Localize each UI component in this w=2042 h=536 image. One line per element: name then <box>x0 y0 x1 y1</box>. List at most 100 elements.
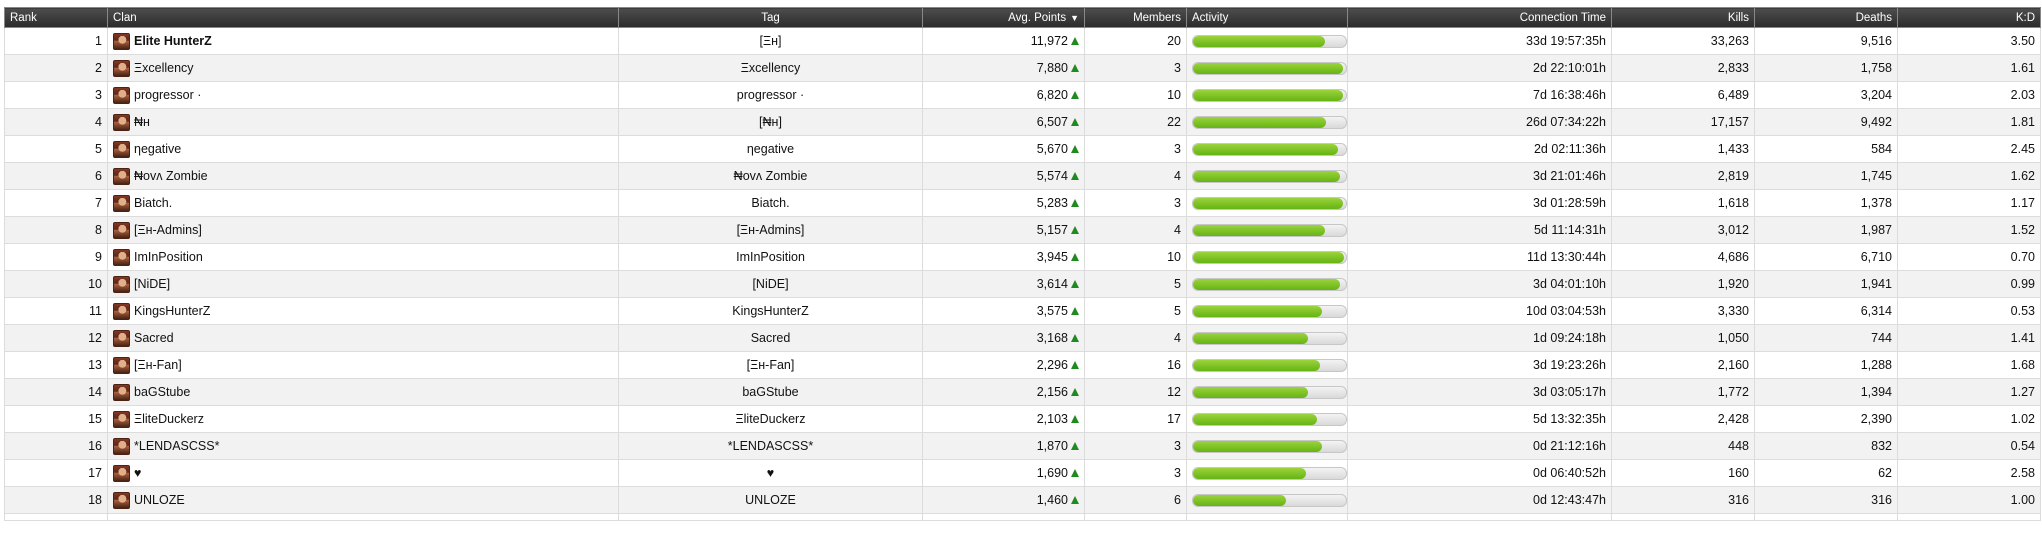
kd-cell: 0.99 <box>1897 270 2041 298</box>
connection-time-value: 3d 21:01:46h <box>1533 169 1606 183</box>
trend-up-icon <box>1071 144 1079 153</box>
kd-value: 2.45 <box>2010 142 2035 156</box>
clan-cell: ₦ovʌ Zombie <box>107 162 619 190</box>
table-row[interactable]: 3 progressor · progressor · 6,820 10 7d … <box>4 81 2041 109</box>
rank-cell: 15 <box>4 405 108 433</box>
table-row[interactable]: 1 Elite HunterZ [Ξн] 11,972 20 33d 19:57… <box>4 27 2041 55</box>
table-row[interactable]: 8 [Ξн-Admins] [Ξн-Admins] 5,157 4 5d 11:… <box>4 216 2041 244</box>
col-header-kd[interactable]: K:D <box>1897 7 2041 28</box>
clan-name-link[interactable]: ImInPosition <box>134 250 203 264</box>
table-row[interactable]: 14 baGStube baGStube 2,156 12 3d 03:05:1… <box>4 378 2041 406</box>
table-row[interactable]: 12 Sacred Sacred 3,168 4 1d 09:24:18h 1,… <box>4 324 2041 352</box>
clan-name-link[interactable]: [Ξн-Fan] <box>134 358 182 372</box>
clan-name-link[interactable]: UNLOZE <box>134 493 185 507</box>
activity-bar <box>1192 358 1347 372</box>
connection-time-value: 3d 01:28:59h <box>1533 196 1606 210</box>
kills-value: 3,330 <box>1717 304 1749 318</box>
deaths-value: 1,745 <box>1860 169 1892 183</box>
avg-points-value: 3,168 <box>1036 331 1068 345</box>
kd-cell: 1.17 <box>1897 189 2041 217</box>
clan-name-link[interactable]: *LENDASCSS* <box>134 439 220 453</box>
table-row[interactable]: 2 Ξxcellency Ξxcellency 7,880 3 2d 22:10… <box>4 54 2041 82</box>
clan-cell: UNLOZE <box>107 486 619 514</box>
table-row[interactable]: 13 [Ξн-Fan] [Ξн-Fan] 2,296 16 3d 19:23:2… <box>4 351 2041 379</box>
clan-name-link[interactable]: baGStube <box>134 385 191 399</box>
rank-value: 6 <box>95 169 102 183</box>
connection-time-value: 3d 19:23:26h <box>1533 358 1606 372</box>
table-row[interactable]: 17 ♥ ♥ 1,690 3 0d 06:40:52h 160 62 2.58 <box>4 459 2041 487</box>
clan-name-link[interactable]: ♥ <box>134 466 142 480</box>
table-row[interactable]: 16 *LENDASCSS* *LENDASCSS* 1,870 3 0d 21… <box>4 432 2041 460</box>
clan-name-link[interactable]: ₦ovʌ Zombie <box>134 169 208 183</box>
clan-name-link[interactable]: [NiDE] <box>134 277 171 291</box>
members-value: 3 <box>1174 439 1181 453</box>
activity-bar-fill <box>1193 494 1287 506</box>
kd-value: 1.81 <box>2010 115 2035 129</box>
col-header-deaths[interactable]: Deaths <box>1754 7 1898 28</box>
empty-cell <box>4 513 108 521</box>
connection-time-value: 3d 03:05:17h <box>1533 385 1606 399</box>
clan-name-link[interactable]: Biatch. <box>134 196 173 210</box>
clan-avatar-icon <box>113 383 130 401</box>
col-header-activity[interactable]: Activity <box>1186 7 1348 28</box>
table-row[interactable]: 7 Biatch. Biatch. 5,283 3 3d 01:28:59h 1… <box>4 189 2041 217</box>
activity-bar-fill <box>1193 386 1308 398</box>
table-row[interactable]: 6 ₦ovʌ Zombie ₦ovʌ Zombie 5,574 4 3d 21:… <box>4 162 2041 190</box>
kills-cell: 1,920 <box>1611 270 1755 298</box>
tag-cell: [Ξн] <box>618 27 923 55</box>
table-row[interactable]: 15 ΞliteDuckerz ΞliteDuckerz 2,103 17 5d… <box>4 405 2041 433</box>
deaths-value: 2,390 <box>1860 412 1892 426</box>
col-header-members[interactable]: Members <box>1084 7 1187 28</box>
empty-cell <box>1611 513 1755 521</box>
table-row[interactable]: 11 KingsHunterZ KingsHunterZ 3,575 5 10d… <box>4 297 2041 325</box>
table-row[interactable]: 4 ₦н [₦н] 6,507 22 26d 07:34:22h 17,157 … <box>4 108 2041 136</box>
connection-time-cell: 7d 16:38:46h <box>1347 81 1612 109</box>
deaths-value: 584 <box>1871 142 1892 156</box>
clan-avatar-icon <box>113 356 130 374</box>
col-header-kills[interactable]: Kills <box>1611 7 1755 28</box>
clan-tag: Sacred <box>750 331 791 345</box>
tag-cell: Sacred <box>618 324 923 352</box>
clan-name-link[interactable]: ΞliteDuckerz <box>134 412 204 426</box>
avg-points-cell: 1,690 <box>922 459 1085 487</box>
kills-cell: 2,160 <box>1611 351 1755 379</box>
col-header-clan[interactable]: Clan <box>107 7 619 28</box>
clan-name-link[interactable]: ₦н <box>134 115 150 129</box>
avg-points-value: 5,574 <box>1036 169 1068 183</box>
tag-cell: ♥ <box>618 459 923 487</box>
kills-value: 160 <box>1728 466 1749 480</box>
col-header-connection-time[interactable]: Connection Time <box>1347 7 1612 28</box>
col-header-tag[interactable]: Tag <box>618 7 923 28</box>
avg-points-value: 5,283 <box>1036 196 1068 210</box>
clan-name-link[interactable]: progressor · <box>134 88 202 102</box>
clan-name-link[interactable]: Elite HunterZ <box>134 34 212 48</box>
col-header-avg-points[interactable]: Avg. Points ▼ <box>922 7 1085 28</box>
table-row[interactable]: 5 ηegative ηegative 5,670 3 2d 02:11:36h… <box>4 135 2041 163</box>
activity-cell <box>1186 405 1348 433</box>
trend-up-icon <box>1071 225 1079 234</box>
clan-name-link[interactable]: Sacred <box>134 331 174 345</box>
kills-cell: 4,686 <box>1611 243 1755 271</box>
clan-name-link[interactable]: [Ξн-Admins] <box>134 223 202 237</box>
connection-time-value: 2d 22:10:01h <box>1533 61 1606 75</box>
clan-name-link[interactable]: ηegative <box>134 142 182 156</box>
table-row[interactable]: 10 [NiDE] [NiDE] 3,614 5 3d 04:01:10h 1,… <box>4 270 2041 298</box>
col-header-rank[interactable]: Rank <box>4 7 108 28</box>
kills-value: 2,428 <box>1717 412 1749 426</box>
activity-bar-fill <box>1193 170 1340 182</box>
clan-name-link[interactable]: Ξxcellency <box>134 61 194 75</box>
empty-cell <box>1754 513 1898 521</box>
tag-cell: [Ξн-Fan] <box>618 351 923 379</box>
rank-value: 11 <box>89 304 102 318</box>
table-row[interactable]: 9 ImInPosition ImInPosition 3,945 10 11d… <box>4 243 2041 271</box>
kd-value: 0.70 <box>2010 250 2035 264</box>
rank-value: 2 <box>95 61 102 75</box>
members-cell: 17 <box>1084 405 1187 433</box>
kd-cell: 0.70 <box>1897 243 2041 271</box>
connection-time-value: 3d 04:01:10h <box>1533 277 1606 291</box>
connection-time-cell: 0d 12:43:47h <box>1347 486 1612 514</box>
deaths-cell: 316 <box>1754 486 1898 514</box>
clan-name-link[interactable]: KingsHunterZ <box>134 304 211 318</box>
rank-value: 5 <box>95 142 102 156</box>
table-row[interactable]: 18 UNLOZE UNLOZE 1,460 6 0d 12:43:47h 31… <box>4 486 2041 514</box>
